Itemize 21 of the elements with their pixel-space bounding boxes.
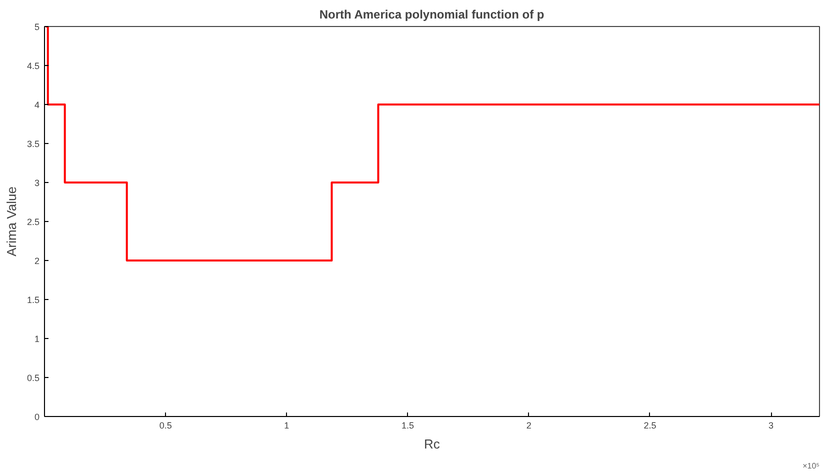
y-tick-label: 3.5 — [26, 139, 40, 149]
y-tick-label: 0 — [34, 412, 40, 422]
x-tick-label: 2 — [526, 420, 532, 430]
x-tick-label: 2.5 — [644, 420, 656, 430]
text: ×10⁵ — [802, 462, 820, 470]
y-tick-label: 2 — [34, 256, 40, 266]
x-tick-label: 3 — [768, 420, 774, 430]
x-axis-title: Rc — [424, 436, 440, 452]
x-tick-label: 1.5 — [402, 420, 414, 430]
y-tick-label: 2.5 — [26, 217, 40, 227]
y-tick-label: 1 — [34, 334, 40, 344]
y-tick-label: 4 — [34, 100, 40, 110]
x-tick-label: 0.5 — [159, 420, 172, 430]
y-tick-label: 5 — [34, 22, 40, 32]
y-tick-label: 4.5 — [26, 61, 40, 71]
y-tick-label: 1.5 — [26, 295, 40, 305]
y-tick-label: 3 — [34, 178, 40, 188]
y-tick-label: 0.5 — [26, 373, 40, 383]
x-tick-label: 1 — [284, 420, 290, 430]
y-axis-title: Arima Value — [4, 186, 19, 256]
chart-title: North America polynomial function of p — [319, 8, 544, 22]
